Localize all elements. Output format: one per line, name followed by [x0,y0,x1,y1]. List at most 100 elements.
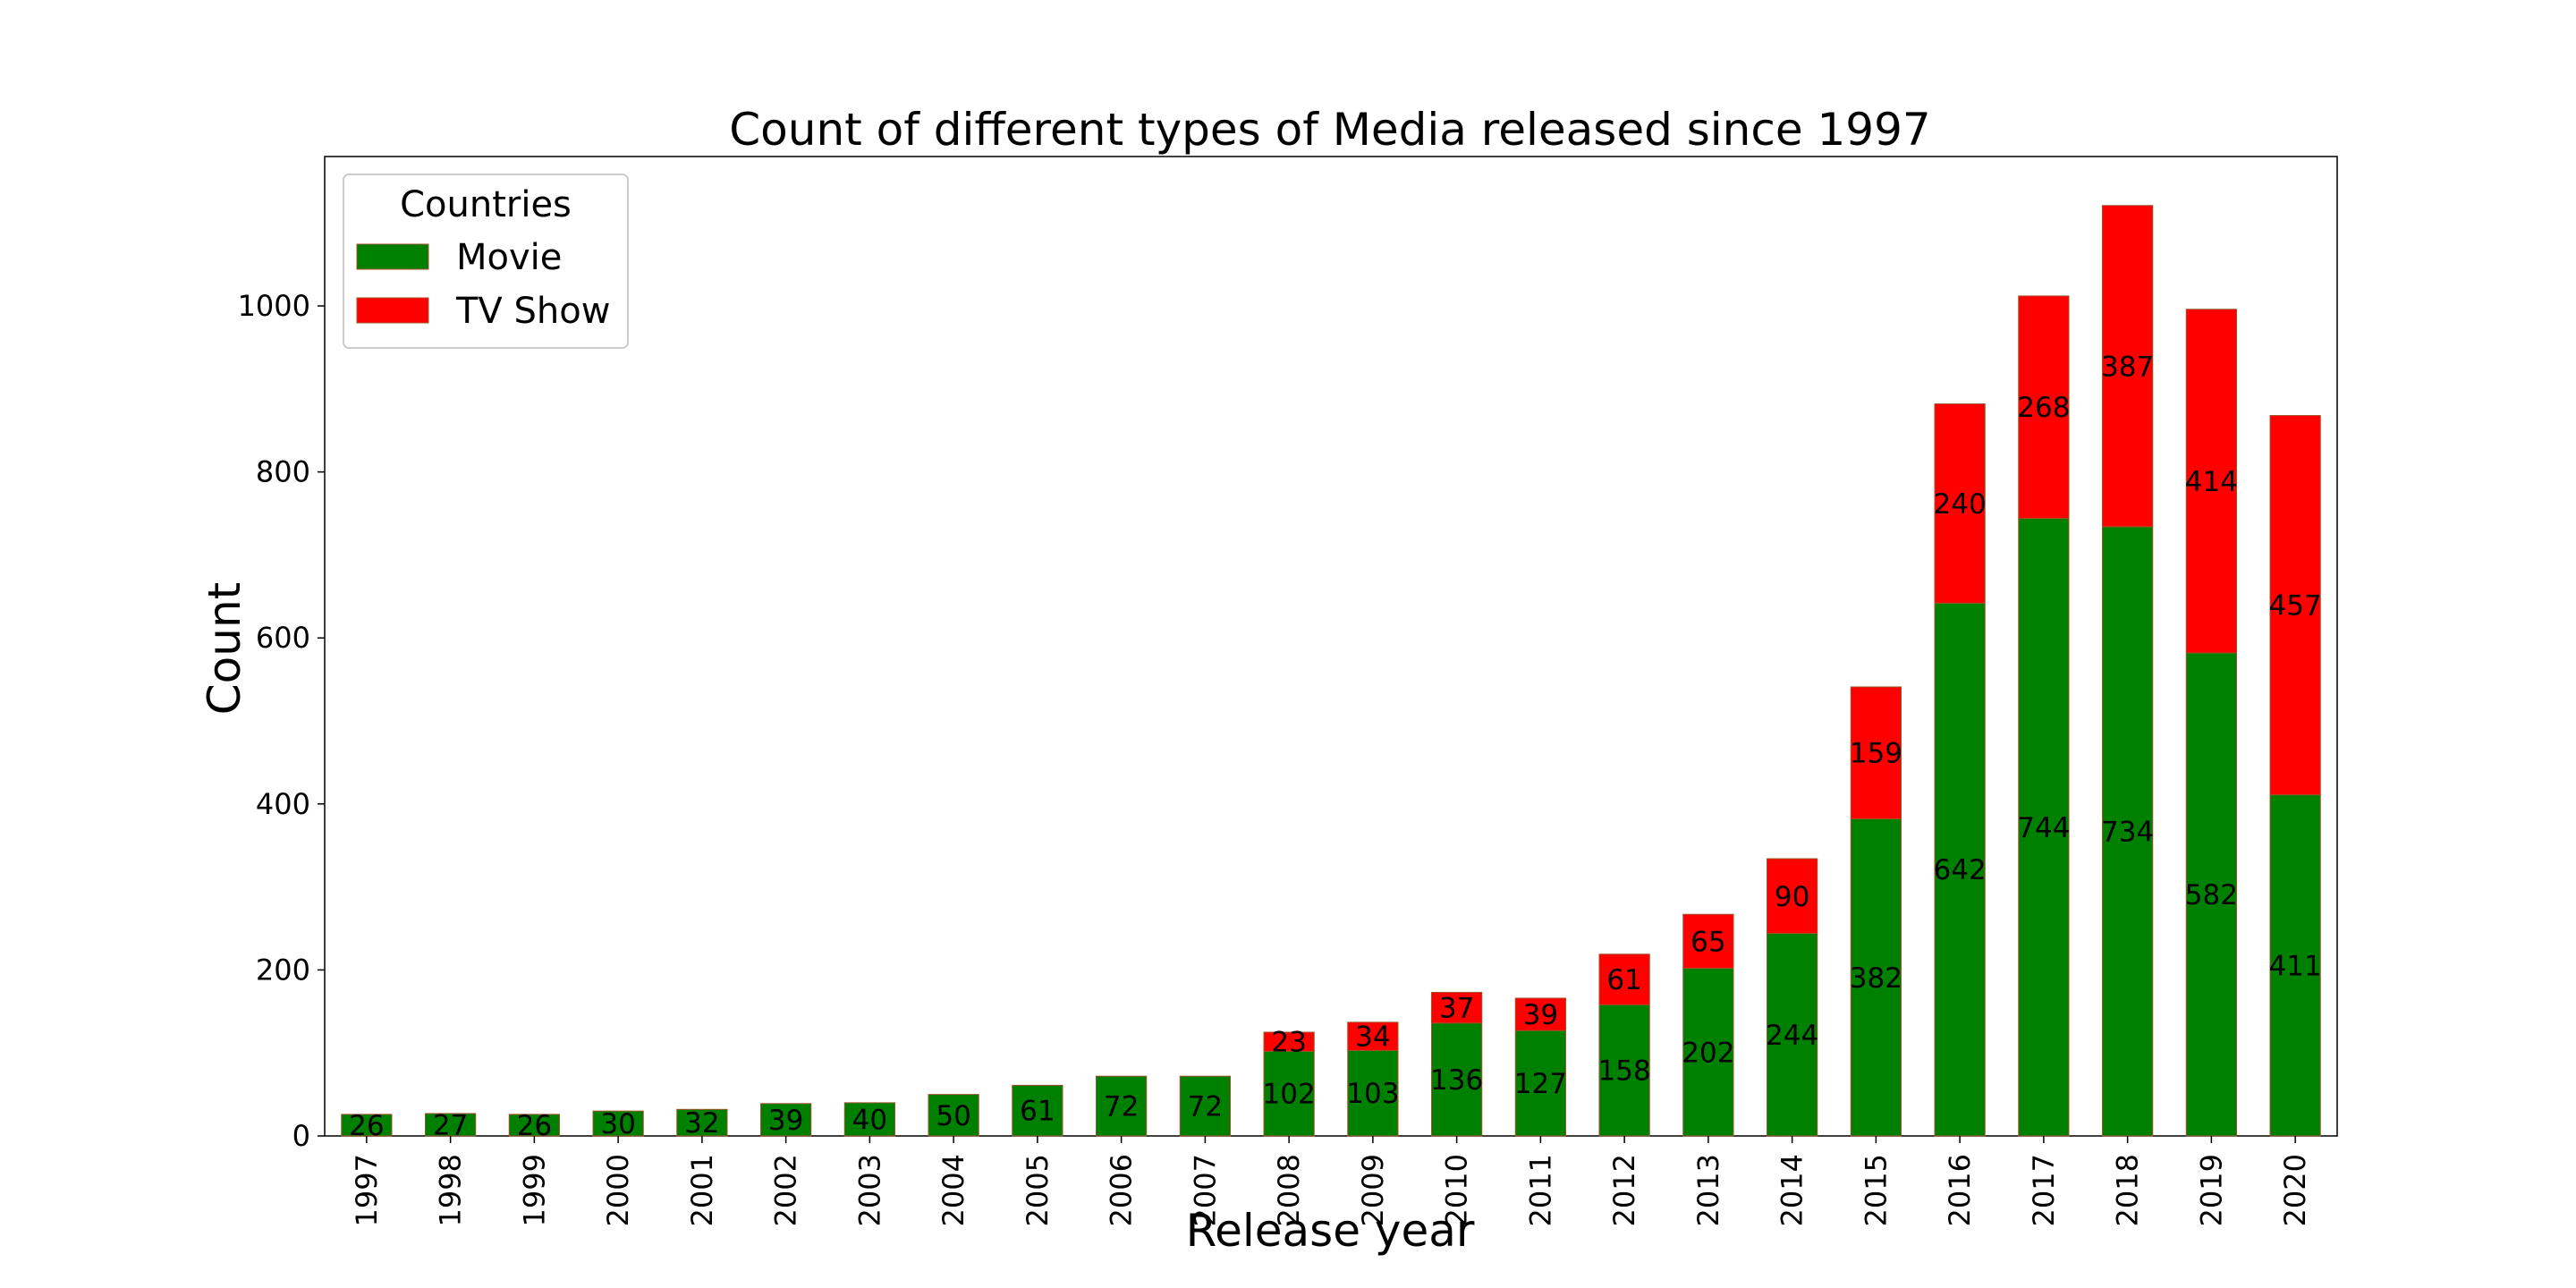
x-tick-label-2007: 2007 [1188,1154,1222,1226]
bar-movie-2003 [843,1102,895,1137]
y-axis-label: Count [199,582,250,716]
x-tick-label-2003: 2003 [852,1154,886,1226]
bar-movie-2005 [1012,1084,1063,1137]
x-tick-label-2002: 2002 [769,1154,803,1226]
x-axis-label: Release year [1186,1205,1475,1257]
legend-label-tv-show: TV Show [455,291,610,332]
bar-movie-2020 [2269,794,2321,1137]
x-tick-label-2000: 2000 [601,1154,635,1226]
bar-tv-show-2008 [1263,1031,1315,1052]
plot-area [324,156,2338,1137]
bar-tv-show-2013 [1682,913,1734,970]
x-tick-label-2010: 2010 [1440,1154,1474,1226]
bar-label-movie-2006: 72 [1104,1091,1139,1123]
bar-label-movie-2000: 30 [600,1108,635,1140]
bar-movie-2015 [1850,818,1902,1137]
bar-movie-2004 [928,1094,979,1137]
bar-movie-2008 [1263,1050,1315,1137]
bar-label-tv-show-2012: 61 [1606,964,1641,996]
x-tick-label-2011: 2011 [1523,1154,1557,1226]
legend-label-movie: Movie [456,237,562,278]
x-tick-label-2005: 2005 [1021,1154,1055,1226]
bar-label-tv-show-2008: 23 [1271,1027,1306,1059]
x-tick-label-2019: 2019 [2194,1154,2228,1226]
bar-movie-1999 [508,1114,560,1137]
bar-movie-2010 [1431,1022,1483,1137]
x-tick-label-2008: 2008 [1272,1154,1306,1226]
bar-label-movie-2015: 382 [1850,962,1902,995]
bar-label-movie-2001: 32 [684,1107,719,1140]
bar-movie-2006 [1096,1075,1148,1137]
y-tick-label-600: 600 [256,621,310,655]
bar-tv-show-2012 [1598,953,1650,1005]
bar-label-tv-show-2011: 39 [1523,999,1558,1031]
bar-tv-show-2014 [1767,858,1818,935]
bar-label-movie-2016: 642 [1934,854,1987,886]
y-tick-label-800: 800 [256,455,310,489]
x-tick-label-2012: 2012 [1607,1154,1641,1226]
bar-label-movie-2012: 158 [1598,1055,1651,1088]
bar-label-movie-2003: 40 [852,1104,887,1136]
x-tick-label-1997: 1997 [350,1154,384,1226]
plot-frame [324,156,2338,1137]
bar-movie-2014 [1767,933,1818,1137]
bar-label-movie-2002: 39 [768,1105,803,1137]
x-tick-label-2004: 2004 [936,1154,970,1226]
bar-label-movie-2007: 72 [1188,1091,1223,1123]
bar-tv-show-2020 [2269,415,2321,796]
bar-tv-show-2016 [1934,403,1986,604]
bar-tv-show-2009 [1347,1021,1399,1051]
bar-label-tv-show-2017: 268 [2017,392,2070,424]
y-tick-label-1000: 1000 [238,289,310,323]
bar-tv-show-2010 [1431,991,1483,1024]
bar-label-movie-2019: 582 [2185,879,2238,911]
bar-label-tv-show-2014: 90 [1775,881,1809,913]
x-tick-label-2006: 2006 [1105,1154,1139,1226]
bar-label-tv-show-2013: 65 [1690,926,1725,958]
bar-label-movie-2004: 50 [936,1100,970,1132]
x-tick-label-2001: 2001 [685,1154,719,1226]
bar-label-tv-show-2009: 34 [1355,1021,1390,1054]
bar-movie-2002 [760,1103,812,1137]
x-tick-label-2009: 2009 [1356,1154,1390,1226]
bar-label-tv-show-2016: 240 [1934,488,1987,521]
bars [341,205,2321,1137]
bar-label-movie-2018: 734 [2101,816,2154,848]
bar-movie-2016 [1934,602,1986,1137]
x-tick-label-2014: 2014 [1775,1154,1809,1226]
x-tick-label-2018: 2018 [2111,1154,2145,1226]
chart-title: Count of different types of Media releas… [729,104,1930,156]
x-tick-label-2015: 2015 [1859,1154,1893,1226]
bar-tv-show-2019 [2185,309,2237,654]
bar-tv-show-2018 [2102,205,2154,528]
bar-label-movie-2014: 244 [1766,1020,1818,1052]
bar-movie-2017 [2018,518,2070,1137]
bar-movie-2011 [1514,1030,1566,1137]
bar-movie-2012 [1598,1004,1650,1137]
bar-label-movie-2008: 102 [1263,1079,1316,1111]
y-tick-label-200: 200 [256,953,310,987]
y-tick-label-400: 400 [256,787,310,821]
x-tick-label-2020: 2020 [2278,1154,2312,1226]
bar-label-movie-2011: 127 [1514,1068,1567,1100]
x-tick-label-2013: 2013 [1691,1154,1725,1226]
x-tick-label-2016: 2016 [1943,1154,1977,1226]
x-tick-label-2017: 2017 [2027,1154,2061,1226]
bar-label-movie-2017: 744 [2017,812,2070,844]
bar-label-tv-show-2010: 37 [1439,993,1474,1025]
bar-label-movie-2013: 202 [1682,1037,1734,1069]
bar-movie-2007 [1179,1075,1231,1137]
bar-label-tv-show-2020: 457 [2269,590,2322,623]
bar-label-movie-2010: 136 [1430,1064,1483,1097]
bar-label-tv-show-2018: 387 [2101,351,2154,383]
bar-tv-show-2015 [1850,686,1902,820]
bar-label-movie-2005: 61 [1020,1096,1055,1128]
y-tick-label-0: 0 [292,1119,310,1153]
legend-swatch-movie [356,243,429,270]
bar-label-movie-2009: 103 [1346,1078,1399,1110]
x-tick-label-1998: 1998 [434,1154,468,1226]
x-tick-label-1999: 1999 [517,1154,551,1226]
x-axis-ticks: 1997 1998 1999 2000 2001 2002 2003 2004 2005 2006… [350,1136,2312,1226]
bar-label-movie-2020: 411 [2269,950,2322,982]
